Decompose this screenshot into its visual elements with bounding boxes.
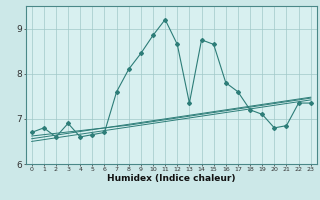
X-axis label: Humidex (Indice chaleur): Humidex (Indice chaleur) <box>107 174 236 183</box>
